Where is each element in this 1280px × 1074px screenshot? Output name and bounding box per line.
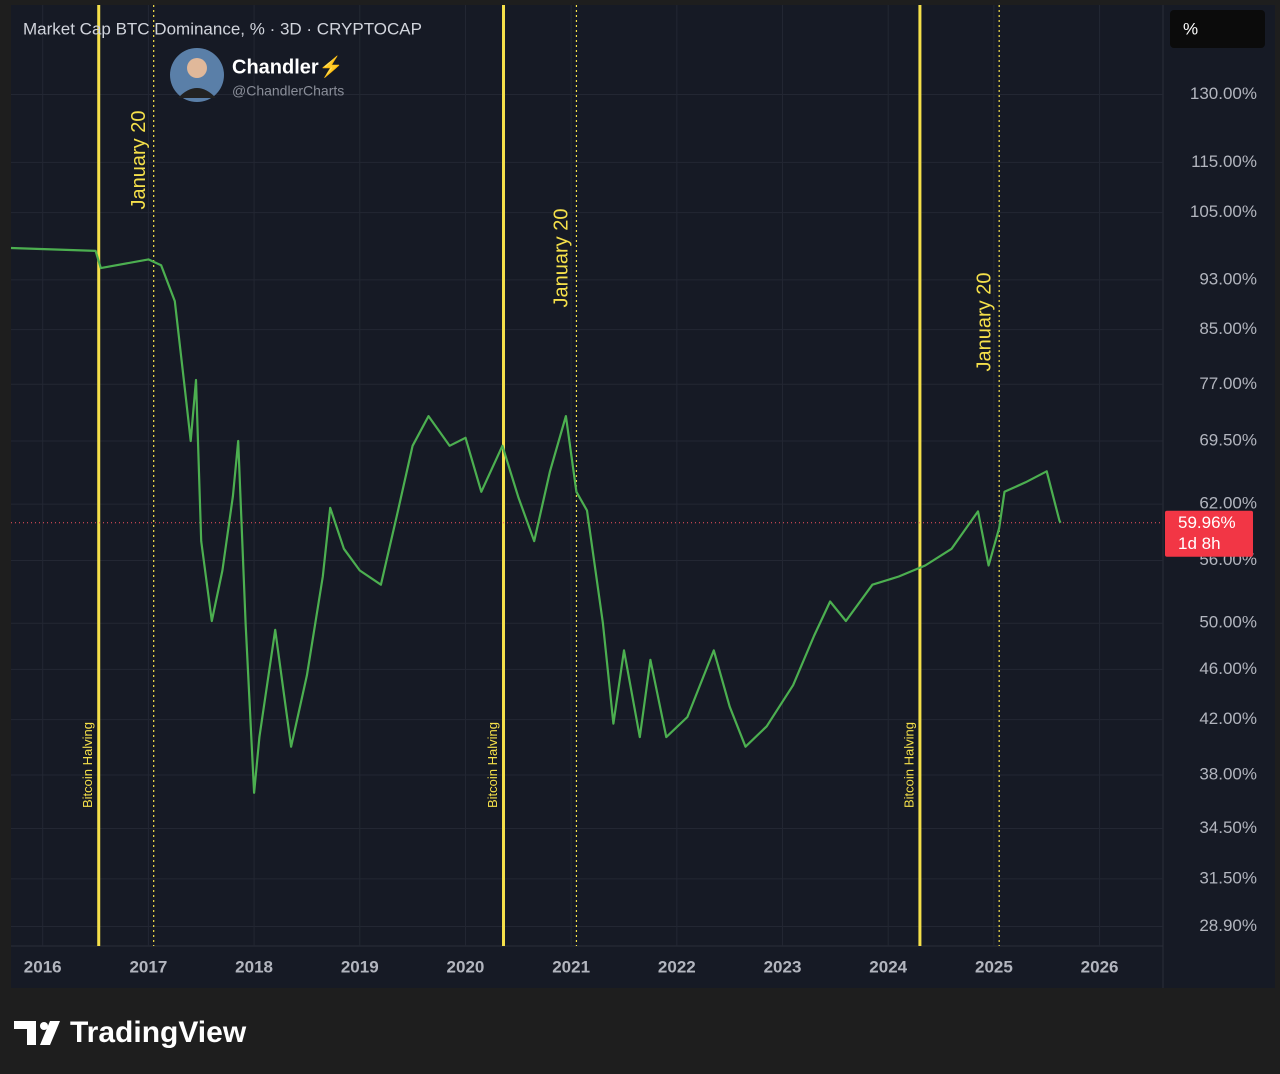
x-tick-label: 2022 <box>658 957 696 976</box>
y-tick-label: 42.00% <box>1199 709 1257 728</box>
watermark-name: Chandler⚡ <box>232 54 344 78</box>
x-tick-label: 2021 <box>552 957 590 976</box>
avatar-face <box>187 58 207 78</box>
x-tick-label: 2016 <box>24 957 62 976</box>
marks <box>10 5 1163 946</box>
y-tick-label: 77.00% <box>1199 374 1257 393</box>
event-label: Bitcoin Halving <box>80 722 95 808</box>
event-label: Bitcoin Halving <box>485 722 500 808</box>
y-tick-label: 130.00% <box>1190 84 1257 103</box>
chart-title: Market Cap BTC Dominance, % · 3D · CRYPT… <box>23 19 422 38</box>
chart-background <box>11 5 1275 988</box>
y-tick-label: 38.00% <box>1199 765 1257 784</box>
x-tick-label: 2020 <box>447 957 485 976</box>
unit-button-label[interactable]: % <box>1183 19 1198 38</box>
series-line <box>10 246 1062 794</box>
watermark-handle: @ChandlerCharts <box>232 83 344 99</box>
event-label: January 20 <box>128 111 150 210</box>
x-tick-label: 2019 <box>341 957 379 976</box>
last-value-countdown: 1d 8h <box>1178 534 1221 553</box>
y-tick-label: 46.00% <box>1199 659 1257 678</box>
y-tick-label: 50.00% <box>1199 613 1257 632</box>
y-tick-label: 93.00% <box>1199 269 1257 288</box>
brand-logo <box>14 1021 60 1045</box>
x-tick-label: 2017 <box>129 957 167 976</box>
event-label: January 20 <box>551 209 573 308</box>
y-tick-label: 34.50% <box>1199 818 1257 837</box>
avatar-body <box>178 88 216 98</box>
event-label: January 20 <box>973 273 995 372</box>
y-tick-label: 105.00% <box>1190 202 1257 221</box>
x-tick-label: 2025 <box>975 957 1013 976</box>
y-tick-label: 62.00% <box>1199 494 1257 513</box>
y-tick-label: 28.90% <box>1199 916 1257 935</box>
x-tick-label: 2026 <box>1081 957 1119 976</box>
x-tick-label: 2018 <box>235 957 273 976</box>
last-value-label: 59.96% <box>1178 513 1236 532</box>
x-tick-label: 2023 <box>764 957 802 976</box>
y-tick-label: 85.00% <box>1199 319 1257 338</box>
brand-name: TradingView <box>70 1016 247 1049</box>
y-tick-label: 115.00% <box>1191 152 1257 171</box>
event-label: Bitcoin Halving <box>901 722 916 808</box>
x-tick-label: 2024 <box>869 957 907 976</box>
y-tick-label: 69.50% <box>1199 430 1257 449</box>
brand-logo-dot <box>40 1022 48 1030</box>
last-value-badge <box>1165 510 1253 557</box>
unit-button[interactable] <box>1170 10 1265 48</box>
y-tick-label: 31.50% <box>1199 868 1257 887</box>
